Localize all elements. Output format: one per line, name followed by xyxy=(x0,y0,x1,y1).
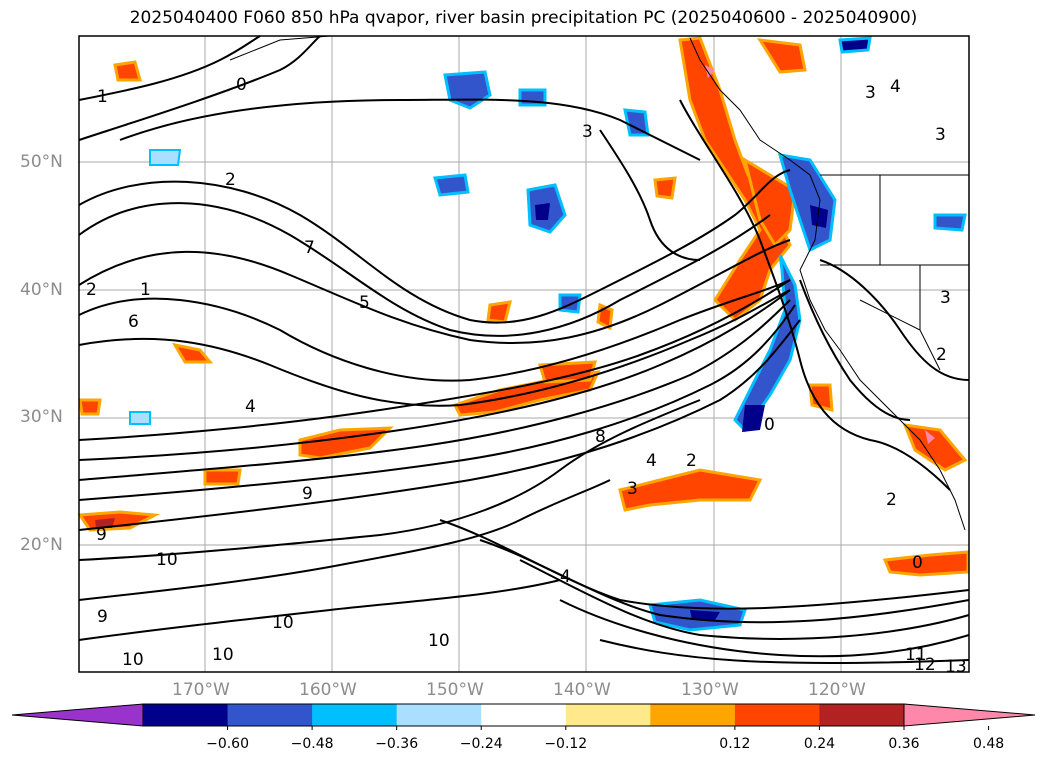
contour-label: 1 xyxy=(140,280,151,300)
colorbar-tick-label: 0.12 xyxy=(719,736,751,752)
colorbar-tick-label: −0.60 xyxy=(206,736,249,752)
colorbar xyxy=(11,703,1036,730)
contour-label: 2 xyxy=(225,170,236,190)
contour-label: 13 xyxy=(945,657,967,677)
colorbar-segment xyxy=(650,704,736,726)
colorbar-segment xyxy=(227,704,313,726)
contour-label: 5 xyxy=(359,293,370,313)
contour-label: 7 xyxy=(304,238,315,258)
colorbar-segment xyxy=(312,704,398,726)
contour-label: 10 xyxy=(212,645,234,665)
contour-label: 9 xyxy=(96,525,107,545)
colorbar-tick-label: −0.36 xyxy=(375,736,419,752)
contour-label: 10 xyxy=(156,550,178,570)
contour-label: 4 xyxy=(560,567,571,587)
colorbar-tick-label: −0.48 xyxy=(290,736,334,752)
lon-label: 140°W xyxy=(553,680,611,700)
contour-label: 9 xyxy=(302,484,313,504)
contour-label: 2 xyxy=(86,280,97,300)
colorbar-segment xyxy=(565,704,651,726)
contour-label: 3 xyxy=(935,125,946,145)
lon-label: 150°W xyxy=(426,680,484,700)
contour-label: 2 xyxy=(686,451,697,471)
contour-label: 10 xyxy=(272,613,294,633)
colorbar-segment xyxy=(819,704,905,726)
contour-label: 3 xyxy=(865,83,876,103)
lon-label: 130°W xyxy=(681,680,739,700)
contour-label: 12 xyxy=(914,655,936,675)
colorbar-extend-high xyxy=(903,703,1036,727)
contour-label: 0 xyxy=(912,553,923,573)
qvapor-contours xyxy=(78,35,970,665)
map-plot: 0 1 2 3 4 5 6 7 8 9 10 11 12 13 4 2 3 2 … xyxy=(77,35,970,677)
colorbar-segment xyxy=(734,704,820,726)
contour-label: 1 xyxy=(97,87,108,107)
contour-label: 2 xyxy=(886,490,897,510)
contour-label: 9 xyxy=(97,607,108,627)
colorbar-segment xyxy=(481,704,567,726)
contour-label: 4 xyxy=(646,451,657,471)
lat-label: 40°N xyxy=(20,280,63,300)
colorbar-tick-label: 0.24 xyxy=(803,736,836,752)
contour-label: 0 xyxy=(236,75,247,95)
contour-label: 8 xyxy=(595,427,606,447)
colorbar-extend-low xyxy=(11,703,144,727)
lat-label: 50°N xyxy=(20,152,63,172)
contour-label: 4 xyxy=(890,77,901,97)
lon-label: 170°W xyxy=(172,680,230,700)
colorbar-tick-label: 0.48 xyxy=(972,736,1005,752)
lon-label: 160°W xyxy=(299,680,357,700)
map-title: 2025040400 F060 850 hPa qvapor, river ba… xyxy=(129,8,918,28)
contour-label: 6 xyxy=(128,312,139,332)
lat-label: 20°N xyxy=(20,535,63,555)
colorbar-tick-label: −0.12 xyxy=(544,736,588,752)
colorbar-segment xyxy=(396,704,482,726)
contour-label: 3 xyxy=(582,122,593,142)
colorbar-tick-label: −0.24 xyxy=(459,736,503,752)
contour-label: 4 xyxy=(245,397,256,417)
contour-label: 10 xyxy=(428,631,450,651)
contour-label: 11 xyxy=(905,645,927,665)
colorbar-segment xyxy=(143,704,229,726)
contour-label: 3 xyxy=(940,288,951,308)
colorbar-frame xyxy=(142,703,905,727)
contour-label: 10 xyxy=(122,650,144,670)
lon-label: 120°W xyxy=(808,680,866,700)
contour-label: 3 xyxy=(627,479,638,499)
colorbar-tick-label: 0.36 xyxy=(888,736,920,752)
contour-label: 2 xyxy=(936,345,947,365)
contour-label: 0 xyxy=(764,415,775,435)
lat-label: 30°N xyxy=(20,407,63,427)
coastline xyxy=(229,35,969,531)
map-frame xyxy=(78,35,970,673)
